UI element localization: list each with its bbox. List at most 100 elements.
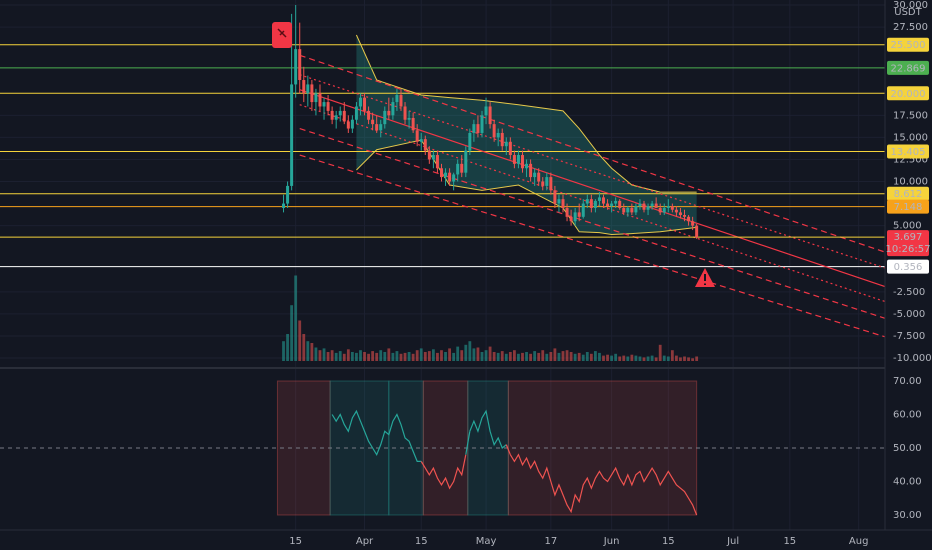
x-tick-label: May [476, 536, 497, 547]
candle-body [541, 181, 545, 186]
candle-body [597, 197, 601, 201]
volume-bar [606, 354, 609, 361]
candle-body [310, 84, 314, 103]
volume-bar [521, 352, 524, 361]
rsi-line [331, 409, 422, 462]
volume-bar [594, 351, 597, 361]
candle-body [602, 197, 606, 204]
candle-body [504, 141, 508, 147]
volume-bar [642, 357, 646, 361]
candle-body [626, 207, 630, 213]
candle-body [589, 199, 593, 208]
candle-body [306, 84, 310, 94]
volume-bar [666, 356, 670, 361]
volume-bar [290, 305, 294, 361]
candle-body [411, 117, 415, 131]
volume-bar [581, 354, 585, 361]
candle-body [529, 163, 533, 178]
grid-layer [0, 0, 885, 530]
volume-bar [476, 347, 480, 361]
candle-body [330, 110, 334, 120]
candle-body [683, 215, 687, 217]
volume-bar [314, 347, 318, 361]
volume-bar [598, 352, 601, 361]
candle-body [606, 203, 610, 207]
candle-body [678, 212, 682, 216]
volume-bar [638, 356, 642, 361]
candle-body [371, 119, 375, 125]
candle-body [302, 80, 306, 94]
candle-body [670, 206, 674, 210]
y-tick-label: 27.500 [893, 22, 928, 33]
volume-bar [415, 350, 419, 361]
volume-bar [456, 346, 460, 361]
candle-body [618, 200, 622, 208]
candle-body [452, 174, 456, 182]
candle-body [545, 177, 549, 186]
x-tick-label: Jun [603, 536, 620, 547]
band-fill [356, 35, 697, 235]
candle-body [476, 124, 480, 133]
volume-bar [517, 353, 520, 361]
x-tick-label: Jul [726, 536, 739, 547]
y-tick-label: -5.000 [893, 309, 925, 320]
candle-body [367, 110, 371, 120]
price-level-label: 20.000 [891, 89, 926, 100]
volume-bar [371, 351, 375, 361]
candle-body [318, 93, 322, 107]
price-level-label: 0.356 [894, 262, 923, 273]
rsi-tick-label: 40.00 [893, 477, 922, 488]
candle-body [314, 93, 318, 103]
volume-bar [294, 275, 298, 361]
marker-badge[interactable] [272, 22, 292, 48]
rsi-connector [465, 431, 471, 455]
rsi-line [424, 454, 467, 490]
volume-bar [602, 355, 605, 361]
current-price-badge [887, 230, 929, 257]
volume-bar [302, 334, 306, 361]
candle-body [516, 155, 520, 164]
volume-bar [500, 351, 504, 361]
x-tick-label: 15 [662, 536, 675, 547]
y-tick-label: -7.500 [893, 331, 925, 342]
volume-bar [496, 352, 500, 361]
volume-bar [541, 350, 545, 361]
candle-body [695, 225, 699, 238]
price-level-badge [887, 37, 929, 52]
rsi-zone [422, 380, 469, 516]
volume-bar [691, 358, 695, 361]
volume-bar [610, 355, 614, 361]
volume-bar [460, 350, 464, 361]
candle-body [577, 212, 581, 217]
volume-bar [565, 350, 569, 361]
candle-body [431, 155, 435, 160]
volume-bar [561, 351, 565, 361]
volume-bar [306, 341, 310, 361]
volume-bar [403, 352, 407, 361]
volume-bar [537, 352, 541, 361]
volume-bar [662, 355, 666, 361]
drawing-marker[interactable] [272, 22, 292, 48]
volume-bar [549, 352, 553, 361]
alert-icon[interactable] [695, 268, 715, 287]
candle-body [415, 130, 419, 142]
volume-bar [626, 356, 630, 361]
candle-body [646, 206, 650, 210]
volume-bar [529, 353, 532, 361]
candle-body [326, 102, 330, 111]
x-tick-label: 15 [289, 536, 302, 547]
price-level-badge [887, 259, 929, 274]
candle-body [358, 97, 362, 107]
volume-bar [330, 350, 334, 361]
volume-bar [387, 348, 391, 361]
volume-bar [654, 357, 658, 361]
candle-body [464, 150, 468, 173]
price-level-label: 13.405 [891, 147, 926, 158]
candle-body [492, 124, 496, 138]
volume-bar [286, 334, 289, 361]
x-tick-label: Apr [356, 536, 374, 547]
currency-label: USDT [894, 7, 922, 18]
candle-body [488, 106, 492, 125]
